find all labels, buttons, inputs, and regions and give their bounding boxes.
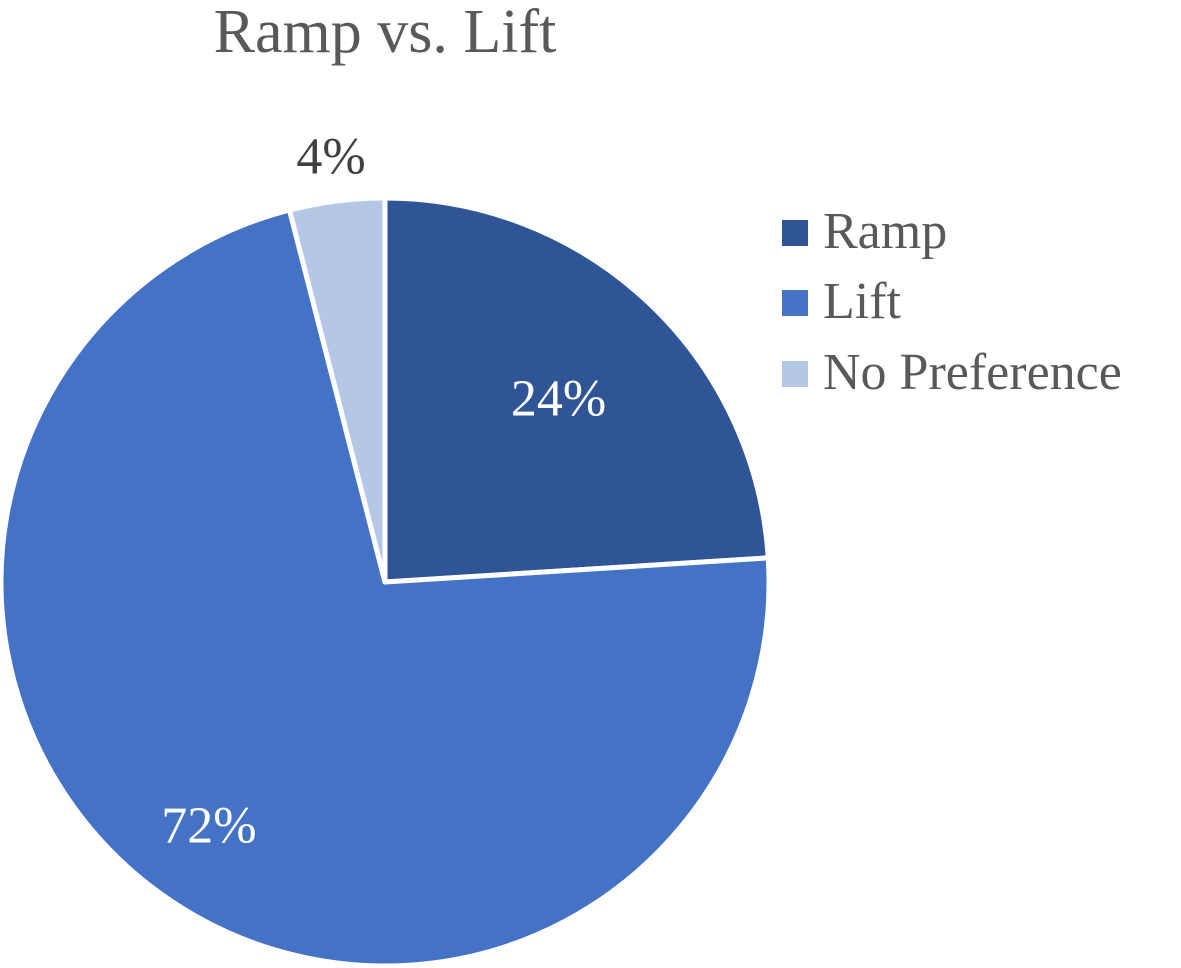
legend-swatch-no-preference <box>782 361 808 387</box>
pie-slice-lift <box>0 207 772 968</box>
pie-slice-no-preference <box>287 195 388 585</box>
pie-slices <box>0 195 772 968</box>
data-label-lift: 72% <box>161 797 256 854</box>
chart-title: Ramp vs. Lift <box>214 0 557 66</box>
data-label-no-preference: 4% <box>296 128 365 185</box>
legend-label-lift: Lift <box>823 273 902 330</box>
legend-label-no-preference: No Preference <box>823 344 1122 401</box>
data-labels: 24% 72% 4% <box>161 128 606 854</box>
pie-slice-ramp <box>382 195 771 585</box>
legend-label-ramp: Ramp <box>823 203 947 260</box>
legend-swatch-ramp <box>782 220 808 246</box>
legend-swatch-lift <box>782 290 808 316</box>
data-label-ramp: 24% <box>511 370 606 427</box>
legend: Ramp Lift No Preference <box>782 203 1122 401</box>
